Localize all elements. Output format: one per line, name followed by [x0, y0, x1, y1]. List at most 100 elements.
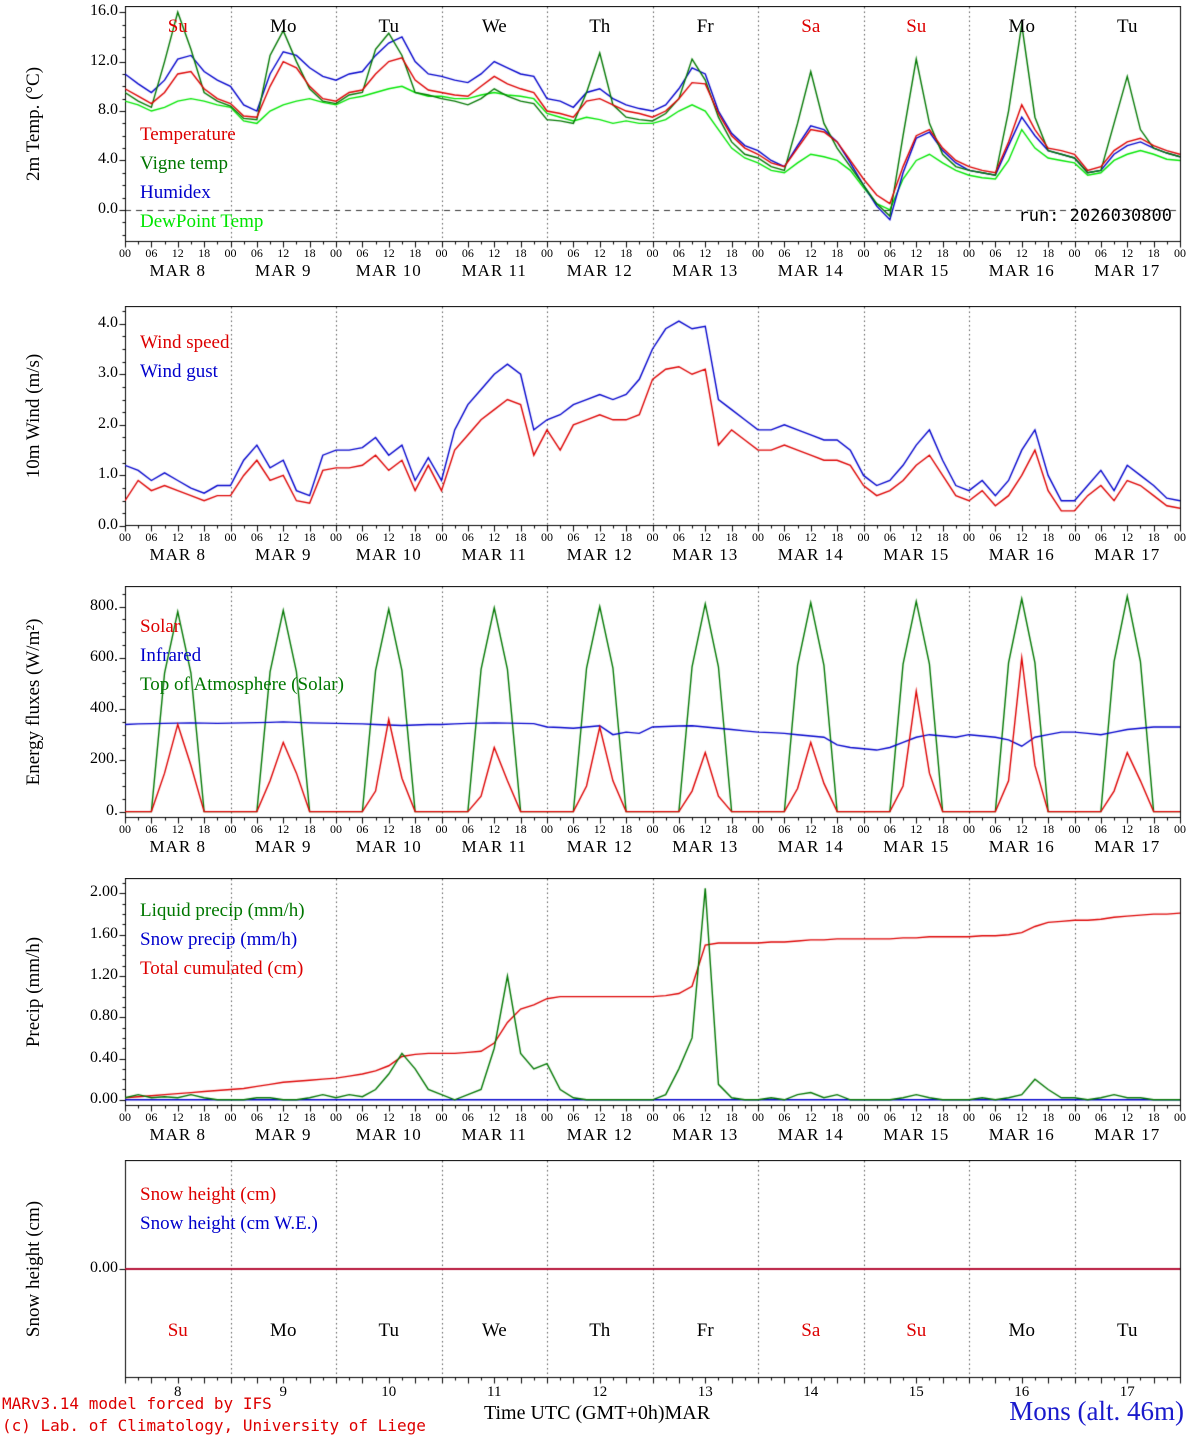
x-hour-label: 00	[541, 1110, 553, 1124]
x-hour-label: 18	[1042, 822, 1055, 836]
x-hour-label: 18	[936, 1110, 949, 1124]
x-date-label: MAR 10	[355, 545, 422, 564]
y-tick-label: 0.00	[90, 1089, 118, 1107]
x-hour-label: 18	[303, 1110, 316, 1124]
panel-canvas-3	[0, 586, 1194, 830]
x-hour-label: 00	[1174, 1110, 1186, 1124]
x-hour-label: 00	[435, 246, 448, 260]
x-hour-label: 18	[831, 1110, 844, 1124]
x-date-label: MAR 13	[672, 261, 739, 280]
x-hour-label: 18	[198, 1110, 211, 1124]
x-date-label: MAR 11	[461, 545, 527, 564]
panel-canvas-4	[0, 878, 1194, 1118]
x-hour-label: 06	[778, 246, 791, 260]
x-hour-label: 12	[382, 822, 395, 836]
y-tick-label: 600.	[90, 647, 118, 665]
day-number-label: 10	[381, 1384, 397, 1400]
y-tick-label: 0.00	[90, 1259, 118, 1276]
x-hour-label: 12	[488, 822, 501, 836]
y-tick-label: 0.	[106, 801, 118, 819]
legend-liquid-precip-mm-h-: Liquid precip (mm/h)	[140, 900, 305, 921]
weekday-label: Mo	[270, 1320, 297, 1341]
x-hour-label: 12	[488, 530, 501, 544]
x-hour-label: 06	[1094, 1110, 1107, 1124]
weekday-label: Tu	[1117, 16, 1138, 37]
x-hour-label: 00	[330, 822, 342, 836]
weekday-label: We	[481, 16, 507, 37]
day-number-label: 13	[697, 1384, 713, 1400]
x-date-label: MAR 16	[988, 261, 1055, 280]
x-hour-label: 18	[198, 530, 211, 544]
y-tick-label: 2.00	[90, 883, 118, 901]
x-hour-label: 18	[198, 246, 211, 260]
x-hour-label: 12	[1015, 822, 1028, 836]
x-hour-label: 06	[672, 1110, 685, 1124]
weekday-label: Sa	[801, 16, 821, 37]
x-hour-label: 18	[936, 530, 949, 544]
weekday-label: Th	[589, 16, 611, 37]
legend-top-of-atmosphere-solar-: Top of Atmosphere (Solar)	[140, 674, 344, 695]
x-hour-label: 12	[804, 1110, 817, 1124]
x-hour-label: 12	[382, 246, 395, 260]
x-hour-label: 06	[1094, 822, 1107, 836]
x-hour-label: 00	[119, 530, 131, 544]
x-hour-label: 18	[725, 246, 738, 260]
x-hour-label: 00	[646, 1110, 659, 1124]
x-hour-label: 12	[488, 1110, 501, 1124]
x-date-label: MAR 14	[777, 837, 844, 856]
x-hour-label: 18	[1042, 530, 1055, 544]
x-hour-label: 18	[620, 246, 633, 260]
x-hour-label: 06	[989, 822, 1002, 836]
y-tick-label: 8.0	[98, 101, 118, 119]
x-hour-label: 12	[910, 1110, 923, 1124]
x-date-label: MAR 14	[777, 1125, 844, 1144]
legend-infrared: Infrared	[140, 645, 202, 666]
x-hour-label: 00	[330, 246, 342, 260]
x-hour-label: 00	[330, 530, 342, 544]
x-hour-label: 12	[910, 822, 923, 836]
model-credit-line2: (c) Lab. of Climatology, University of L…	[2, 1416, 426, 1435]
x-hour-label: 00	[1068, 822, 1081, 836]
x-date-label: MAR 9	[255, 261, 312, 280]
x-hour-label: 12	[804, 822, 817, 836]
x-hour-label: 06	[567, 1110, 580, 1124]
weekday-label: Mo	[270, 16, 297, 37]
x-date-label: MAR 17	[1094, 837, 1161, 856]
x-hour-label: 00	[541, 246, 553, 260]
x-hour-label: 06	[672, 246, 685, 260]
y-tick-label: 16.0	[90, 2, 118, 20]
x-hour-label: 18	[1147, 822, 1160, 836]
x-hour-label: 06	[250, 1110, 263, 1124]
x-hour-label: 06	[883, 1110, 896, 1124]
x-hour-label: 12	[277, 530, 290, 544]
day-number-label: 12	[592, 1384, 608, 1400]
x-hour-label: 06	[461, 246, 474, 260]
x-hour-label: 12	[593, 822, 606, 836]
x-hour-label: 00	[1068, 1110, 1081, 1124]
x-date-label: MAR 15	[883, 545, 950, 564]
x-hour-label: 06	[356, 822, 369, 836]
x-hour-label: 06	[672, 530, 685, 544]
day-number-label: 14	[803, 1384, 819, 1400]
x-hour-label: 00	[963, 246, 975, 260]
run-label: run: 2026030800	[1018, 206, 1172, 226]
x-hour-label: 06	[567, 246, 580, 260]
panel-canvas-2	[0, 306, 1194, 538]
x-hour-label: 00	[963, 1110, 975, 1124]
x-date-label: MAR 11	[461, 837, 527, 856]
x-hour-label: 18	[725, 822, 738, 836]
weekday-label: Sa	[801, 1320, 821, 1341]
x-hour-label: 18	[936, 822, 949, 836]
weekday-label: Th	[589, 1320, 611, 1341]
x-hour-label: 12	[1121, 530, 1134, 544]
x-hour-label: 12	[382, 530, 395, 544]
weekday-label: Su	[167, 1320, 188, 1341]
day-number-label: 9	[279, 1384, 288, 1400]
x-hour-label: 12	[910, 246, 923, 260]
x-date-label: MAR 8	[149, 837, 206, 856]
model-credit-line1: MARv3.14 model forced by IFS	[2, 1394, 272, 1413]
x-hour-label: 00	[119, 822, 131, 836]
x-date-label: MAR 12	[566, 837, 633, 856]
x-hour-label: 06	[778, 1110, 791, 1124]
x-hour-label: 06	[883, 246, 896, 260]
